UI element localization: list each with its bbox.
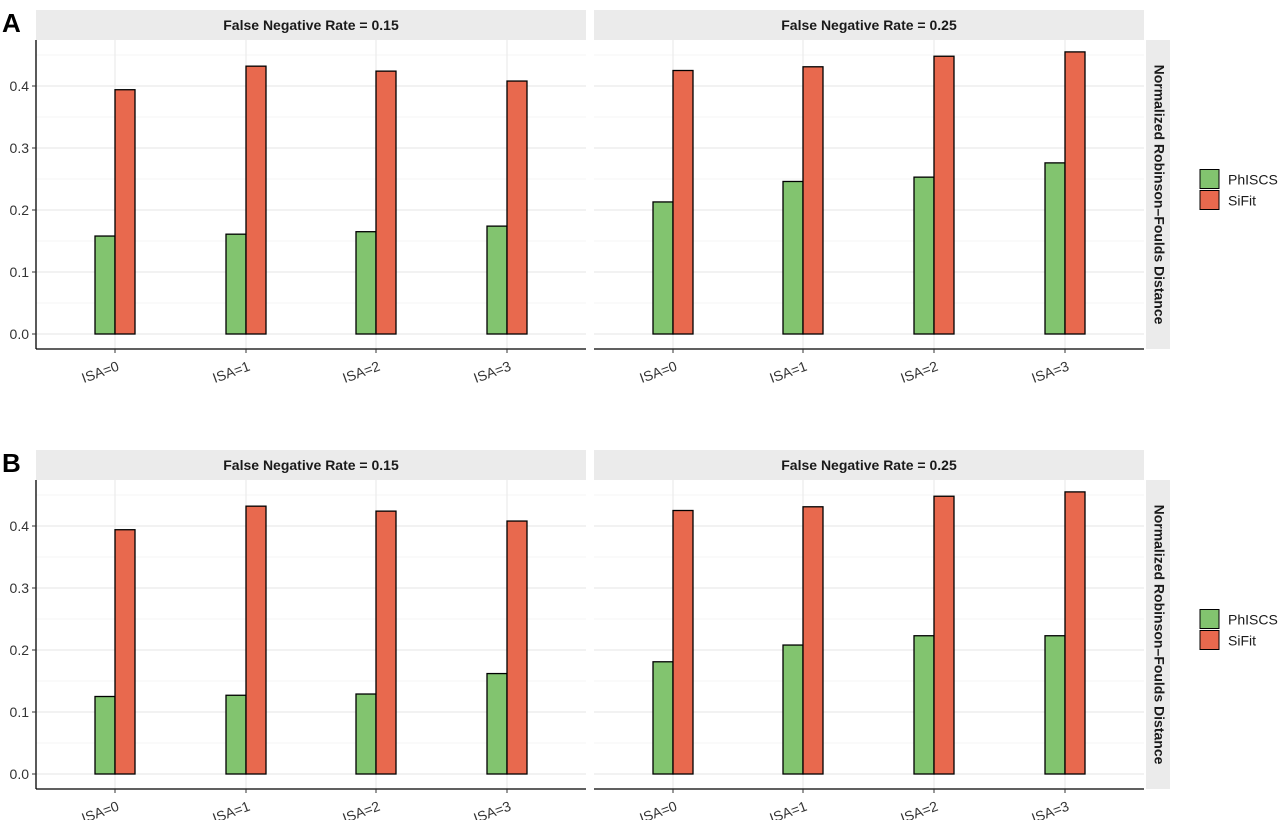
legend-label-sifit: SiFit bbox=[1228, 633, 1256, 649]
x-tick-label: ISA=2 bbox=[340, 798, 382, 820]
chart-panel-a: A False Negative Rate = 0.15 ISA=0 ISA=1 ISA… bbox=[2, 8, 1278, 386]
bar-phiscs-isa3 bbox=[486, 225, 508, 335]
x-tick-label: ISA=2 bbox=[898, 798, 940, 820]
y-strip bbox=[1146, 40, 1170, 349]
bar-sifit-isa0 bbox=[672, 69, 694, 335]
y-axis-label: Normalized Robinson–Foulds Distance bbox=[1151, 505, 1167, 765]
y-tick-label: 0.2 bbox=[10, 202, 30, 218]
facet-strip bbox=[594, 10, 1144, 40]
bar-sifit-isa0 bbox=[114, 89, 136, 335]
y-tick-label: 0.4 bbox=[10, 78, 30, 94]
bar-phiscs-isa0 bbox=[94, 695, 116, 775]
panel-letter: A bbox=[2, 8, 21, 38]
bar-phiscs-isa0 bbox=[652, 661, 674, 775]
x-tick-label: ISA=3 bbox=[471, 358, 513, 386]
y-strip bbox=[1146, 480, 1170, 789]
facet-strip bbox=[36, 450, 586, 480]
bar-sifit-isa3 bbox=[1064, 491, 1086, 775]
x-tick-label: ISA=1 bbox=[210, 798, 252, 820]
y-tick-label: 0.0 bbox=[10, 326, 30, 342]
bar-phiscs-isa2 bbox=[913, 635, 935, 775]
legend: PhISCS SiFit bbox=[1199, 169, 1278, 210]
bar-phiscs-isa3 bbox=[1044, 162, 1066, 335]
facet-1: False Negative Rate = 0.15 ISA=0 ISA=1 ISA=… bbox=[35, 10, 586, 386]
bar-phiscs-isa1 bbox=[225, 233, 247, 335]
bar-phiscs-isa1 bbox=[225, 694, 247, 775]
facet-strip bbox=[36, 10, 586, 40]
bar-sifit-isa3 bbox=[506, 80, 528, 335]
x-tick-label: ISA=2 bbox=[898, 358, 940, 386]
bar-sifit-isa2 bbox=[375, 70, 397, 335]
facet-title: False Negative Rate = 0.15 bbox=[223, 457, 399, 473]
bar-phiscs-isa3 bbox=[1044, 635, 1066, 775]
x-tick-label: ISA=3 bbox=[471, 798, 513, 820]
y-tick-label: 0.4 bbox=[10, 518, 30, 534]
bar-sifit-isa2 bbox=[933, 495, 955, 775]
bar-phiscs-isa1 bbox=[782, 180, 804, 335]
chart-panel-b: B False Negative Rate = 0.15 ISA=0 ISA=1 ISA… bbox=[2, 448, 1278, 820]
bar-phiscs-isa3 bbox=[486, 672, 508, 775]
legend-swatch-phiscs bbox=[1199, 169, 1220, 189]
bar-phiscs-isa0 bbox=[652, 201, 674, 335]
x-tick-label: ISA=2 bbox=[340, 358, 382, 386]
bar-phiscs-isa2 bbox=[913, 176, 935, 335]
bar-sifit-isa2 bbox=[375, 510, 397, 775]
x-tick-label: ISA=0 bbox=[637, 798, 679, 820]
bar-sifit-isa2 bbox=[933, 55, 955, 335]
legend: PhISCS SiFit bbox=[1199, 609, 1278, 650]
y-tick-label: 0.3 bbox=[10, 140, 30, 156]
bar-sifit-isa1 bbox=[802, 66, 824, 335]
bar-sifit-isa0 bbox=[114, 529, 136, 775]
bar-phiscs-isa1 bbox=[782, 644, 804, 775]
facet-2: False Negative Rate = 0.25 ISA=0 ISA=1 ISA=… bbox=[594, 450, 1144, 820]
legend-label-sifit: SiFit bbox=[1228, 193, 1256, 209]
facet-title: False Negative Rate = 0.15 bbox=[223, 17, 399, 33]
legend-label-phiscs: PhISCS bbox=[1228, 172, 1278, 188]
legend-label-phiscs: PhISCS bbox=[1228, 612, 1278, 628]
facet-2: False Negative Rate = 0.25 ISA=0 ISA=1 ISA=… bbox=[594, 10, 1144, 386]
x-tick-label: ISA=0 bbox=[637, 358, 679, 386]
bar-phiscs-isa2 bbox=[355, 693, 377, 775]
x-tick-label: ISA=3 bbox=[1029, 358, 1071, 386]
legend-swatch-sifit bbox=[1199, 190, 1220, 210]
bar-phiscs-isa0 bbox=[94, 235, 116, 335]
facet-title: False Negative Rate = 0.25 bbox=[781, 17, 957, 33]
bar-sifit-isa1 bbox=[245, 505, 267, 775]
bar-sifit-isa0 bbox=[672, 509, 694, 775]
x-tick-label: ISA=0 bbox=[79, 358, 121, 386]
facet-1: False Negative Rate = 0.15 ISA=0 ISA=1 ISA=… bbox=[35, 450, 586, 820]
facet-strip bbox=[594, 450, 1144, 480]
legend-swatch-sifit bbox=[1199, 630, 1220, 650]
y-axis-label: Normalized Robinson–Foulds Distance bbox=[1151, 65, 1167, 325]
x-tick-label: ISA=1 bbox=[210, 358, 252, 386]
panel-letter: B bbox=[2, 448, 21, 478]
bar-phiscs-isa2 bbox=[355, 231, 377, 335]
y-tick-label: 0.1 bbox=[10, 704, 30, 720]
y-tick-label: 0.1 bbox=[10, 264, 30, 280]
facet-title: False Negative Rate = 0.25 bbox=[781, 457, 957, 473]
y-tick-label: 0.3 bbox=[10, 580, 30, 596]
x-tick-label: ISA=0 bbox=[79, 798, 121, 820]
bar-sifit-isa1 bbox=[245, 65, 267, 335]
x-tick-label: ISA=1 bbox=[767, 358, 809, 386]
legend-swatch-phiscs bbox=[1199, 609, 1220, 629]
y-tick-label: 0.2 bbox=[10, 642, 30, 658]
bar-sifit-isa3 bbox=[506, 520, 528, 775]
x-tick-label: ISA=3 bbox=[1029, 798, 1071, 820]
y-tick-label: 0.0 bbox=[10, 766, 30, 782]
bar-sifit-isa3 bbox=[1064, 51, 1086, 335]
bar-sifit-isa1 bbox=[802, 506, 824, 775]
x-tick-label: ISA=1 bbox=[767, 798, 809, 820]
